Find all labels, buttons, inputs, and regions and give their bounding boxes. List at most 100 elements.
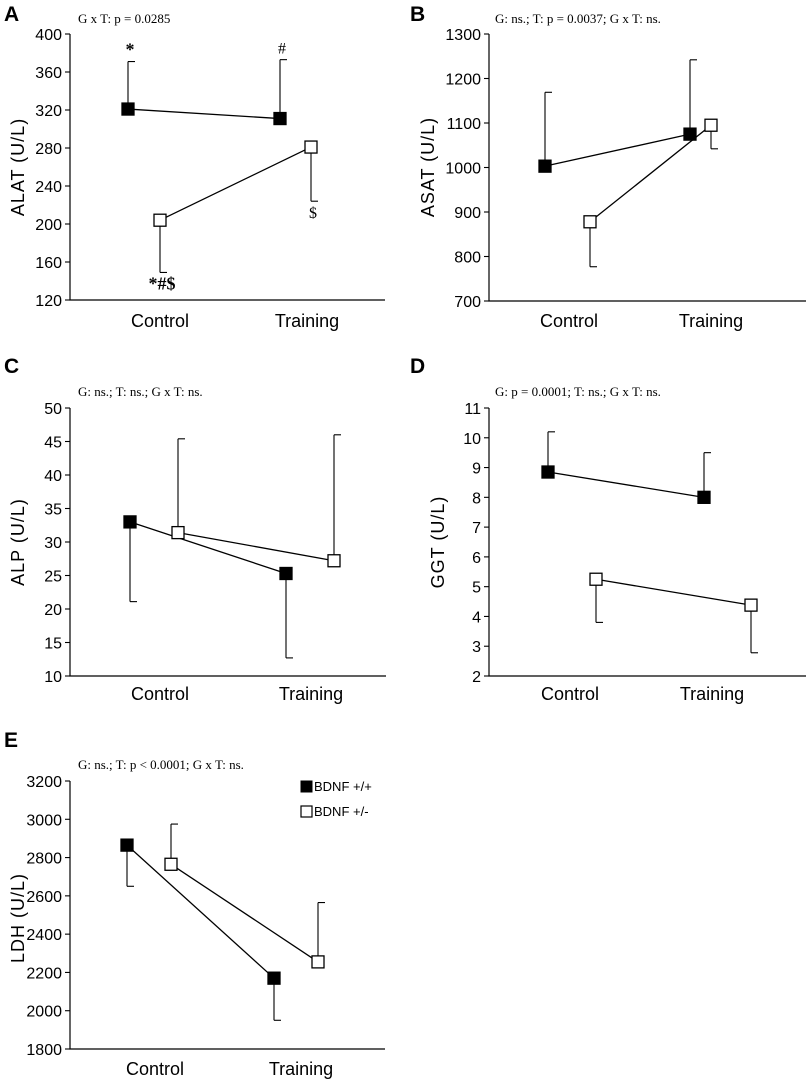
- panel-d-plot: 2 3 4 5 6 7 8 9 10 11: [463, 401, 806, 686]
- panel-c-line-wt: [129, 521, 287, 575]
- panel-d-ytick-label: 2: [472, 669, 481, 686]
- panel-c-ytick-label: 40: [44, 468, 62, 485]
- panel-b-errorbar-wt-training: [689, 59, 697, 135]
- panel-e-errorbar-het-training: [317, 902, 325, 962]
- panel-d-marker-het-training: [744, 598, 758, 612]
- legend-filled-label: BDNF +/+: [314, 779, 372, 794]
- panel-b-plot: 700 800 900 1000 1100 1200 1300: [445, 27, 806, 311]
- panel-d-errorbar-wt-control: [547, 431, 555, 473]
- panel-d-ytick-label: 8: [472, 490, 481, 507]
- panel-c-ytick-label: 15: [44, 636, 62, 653]
- panel-b-stats: G: ns.; T: p = 0.0037; G x T: ns.: [495, 11, 661, 26]
- panel-d-marker-het-control: [589, 572, 603, 586]
- panel-c-line-het: [177, 531, 335, 562]
- panel-d-ylabel: GGT (U/L): [428, 496, 448, 589]
- panel-a-ytick-label: 280: [35, 141, 62, 158]
- panel-a-marker-het-control: [153, 213, 167, 227]
- panel-a-stats: G x T: p = 0.0285: [78, 11, 170, 26]
- panel-e-line-het: [170, 863, 319, 963]
- panel-a-category-training: Training: [275, 311, 339, 331]
- panel-e-plot: 1800 2000 2200 2400 2600 2800 3000 3200: [26, 774, 385, 1059]
- panel-d-letter: D: [410, 355, 425, 378]
- panel-a-ytick-label: 160: [35, 255, 62, 272]
- panel-a-errorbar-wt-training: [279, 59, 287, 119]
- panel-a-ytick-label: 400: [35, 27, 62, 44]
- panel-c-category-training: Training: [279, 684, 343, 704]
- panel-a-ytick-label: 320: [35, 103, 62, 120]
- panel-c-marker-wt-control: [123, 515, 137, 529]
- panel-d-ytick-label: 4: [472, 609, 481, 626]
- panel-e-ytick-label: 2000: [26, 1004, 62, 1021]
- panel-c-marker-het-control: [171, 525, 185, 540]
- panel-d-marker-wt-control: [541, 465, 555, 479]
- panel-a-ytick-label: 120: [35, 293, 62, 310]
- panel-d: D G: p = 0.0001; T: ns.; G x T: ns. GGT …: [410, 355, 806, 704]
- panel-a-ylabel: ALAT (U/L): [8, 118, 28, 216]
- panel-e-marker-het-control: [164, 857, 178, 871]
- panel-a-significance-mark: $: [309, 205, 317, 222]
- panel-d-ytick-label: 9: [472, 461, 481, 478]
- panel-d-ytick-label: 3: [472, 639, 481, 656]
- panel-b-errorbar-het-control: [589, 221, 597, 268]
- panel-e-ytick-label: 2200: [26, 965, 62, 982]
- panel-c-ytick-label: 30: [44, 535, 62, 552]
- panel-a-axes: [69, 34, 385, 301]
- panel-d-errorbar-het-training: [750, 605, 758, 654]
- panel-c-errorbar-wt-control: [129, 521, 137, 603]
- panel-a-marker-wt-control: [121, 102, 135, 116]
- panel-e-errorbar-het-control: [170, 823, 178, 865]
- panel-b-ytick-label: 1000: [445, 161, 481, 178]
- legend: BDNF +/+ BDNF +/-: [300, 779, 372, 819]
- panel-d-stats: G: p = 0.0001; T: ns.; G x T: ns.: [495, 384, 661, 399]
- panel-c-errorbar-wt-training: [285, 573, 293, 659]
- panel-d-marker-wt-training: [697, 490, 711, 504]
- panel-c-errorbar-het-control: [177, 438, 185, 533]
- panel-d-line-het: [595, 578, 752, 606]
- panel-a-errorbar-het-control: [159, 220, 167, 274]
- panel-b-letter: B: [410, 3, 425, 26]
- panel-b-marker-wt-training: [683, 127, 697, 141]
- panel-e-errorbar-wt-training: [273, 978, 281, 1021]
- panel-a-marker-wt-training: [273, 111, 287, 126]
- panel-e-marker-wt-training: [267, 971, 281, 985]
- panel-e-line-wt: [126, 844, 275, 979]
- panel-c-category-control: Control: [131, 684, 189, 704]
- panel-a: A G x T: p = 0.0285 ALAT (U/L) 120 160 200…: [4, 3, 385, 331]
- panel-d-ytick-label: 6: [472, 550, 481, 567]
- panel-a-errorbar-wt-control: [127, 60, 135, 110]
- panel-d-line-wt: [547, 471, 705, 498]
- panel-e-axes: [69, 781, 385, 1050]
- panel-d-errorbar-het-control: [595, 579, 603, 623]
- panel-c: C G: ns.; T: ns.; G x T: ns. ALP (U/L) 1…: [4, 355, 386, 704]
- panel-b-marker-het-training: [704, 118, 718, 132]
- panel-a-line-wt: [127, 108, 281, 120]
- panel-b-ytick-label: 1100: [447, 116, 482, 133]
- panel-d-ytick-label: 10: [463, 431, 481, 448]
- panel-a-ytick-label: 200: [35, 217, 62, 234]
- panel-a-significance-mark: *#$: [149, 273, 176, 293]
- panel-c-letter: C: [4, 355, 19, 378]
- panel-c-ytick-label: 10: [44, 669, 62, 686]
- panel-e-ytick-label: 3000: [26, 812, 62, 829]
- panel-d-axes: [488, 408, 806, 677]
- panel-b-axes: [488, 34, 806, 302]
- legend-open-swatch: [300, 805, 313, 818]
- panel-b-ytick-label: 700: [454, 294, 481, 311]
- panel-a-letter: A: [4, 3, 19, 26]
- panel-c-ytick-label: 20: [44, 602, 62, 619]
- panel-b-line-het: [589, 124, 712, 223]
- panel-b-ytick-label: 1300: [445, 27, 481, 44]
- panel-b-ytick-label: 1200: [445, 72, 481, 89]
- panel-c-plot: 10 15 20 25 30 35 40 45 50: [44, 401, 386, 686]
- panel-a-line-het: [159, 146, 312, 221]
- panel-a-errorbar-het-training: [310, 147, 318, 202]
- panel-d-errorbar-wt-training: [703, 452, 711, 498]
- panel-e-category-training: Training: [269, 1059, 333, 1079]
- panel-a-category-control: Control: [131, 311, 189, 331]
- panel-e-marker-wt-control: [120, 838, 134, 852]
- legend-filled-swatch: [300, 780, 313, 793]
- panel-e-category-control: Control: [126, 1059, 184, 1079]
- panel-c-errorbar-het-training: [333, 434, 341, 561]
- panel-e-ytick-label: 1800: [26, 1042, 62, 1059]
- panel-e-ytick-label: 2400: [26, 927, 62, 944]
